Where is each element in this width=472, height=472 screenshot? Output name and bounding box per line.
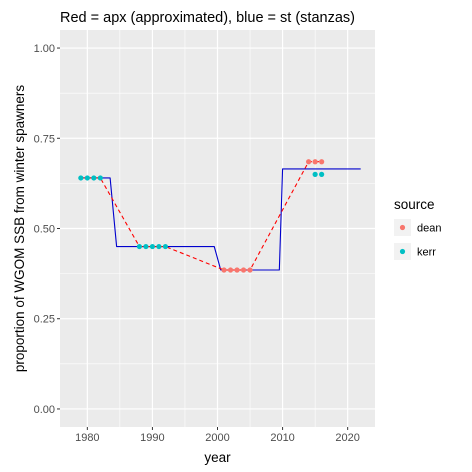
x-axis-label: year bbox=[204, 450, 231, 465]
legend-dot-dean bbox=[399, 224, 406, 231]
legend-label-kerr: kerr bbox=[417, 247, 436, 259]
y-tick-labels: 0.00 0.25 0.50 0.75 1.00 bbox=[34, 43, 55, 416]
point-dean bbox=[221, 267, 227, 273]
point-dean bbox=[227, 267, 234, 273]
chart-title: Red = apx (approximated), blue = st (sta… bbox=[60, 10, 355, 26]
y-tick-label: 0.00 bbox=[34, 404, 55, 416]
legend: source dean kerr bbox=[394, 197, 441, 260]
point-kerr bbox=[156, 243, 162, 250]
point-kerr bbox=[143, 243, 149, 250]
line-apx bbox=[80, 161, 322, 271]
point-kerr bbox=[136, 243, 143, 250]
point-dean bbox=[306, 159, 312, 165]
y-axis-label: proportion of WGOM SSB from winter spawn… bbox=[12, 85, 27, 373]
point-kerr bbox=[78, 175, 84, 181]
series-lines bbox=[80, 161, 361, 271]
x-tick-label: 2010 bbox=[270, 432, 294, 444]
y-tick-label: 1.00 bbox=[34, 43, 55, 55]
point-dean bbox=[247, 267, 253, 273]
point-kerr bbox=[162, 243, 169, 250]
x-tick-label: 2000 bbox=[205, 432, 229, 444]
point-dean bbox=[312, 159, 318, 165]
point-dean bbox=[234, 267, 240, 273]
legend-dot-kerr bbox=[399, 248, 406, 255]
legend-label-dean: dean bbox=[417, 223, 441, 235]
axis-ticks bbox=[57, 47, 349, 430]
point-kerr bbox=[312, 171, 318, 177]
point-kerr bbox=[149, 243, 156, 250]
grid-major bbox=[60, 30, 375, 427]
point-kerr bbox=[84, 175, 90, 181]
point-kerr bbox=[319, 171, 325, 177]
x-tick-label: 1980 bbox=[75, 432, 99, 444]
point-kerr bbox=[91, 175, 97, 181]
x-tick-labels: 1980 1990 2000 2010 2020 bbox=[75, 432, 360, 444]
point-kerr bbox=[97, 175, 103, 181]
y-tick-label: 0.75 bbox=[34, 133, 55, 145]
point-dean bbox=[319, 159, 325, 165]
y-tick-label: 0.25 bbox=[34, 314, 55, 326]
y-tick-label: 0.50 bbox=[34, 224, 55, 236]
line-st bbox=[80, 168, 361, 271]
point-dean bbox=[240, 267, 247, 273]
series-points bbox=[78, 159, 325, 273]
x-tick-label: 2020 bbox=[335, 432, 359, 444]
legend-title: source bbox=[394, 197, 435, 212]
x-tick-label: 1990 bbox=[140, 432, 164, 444]
